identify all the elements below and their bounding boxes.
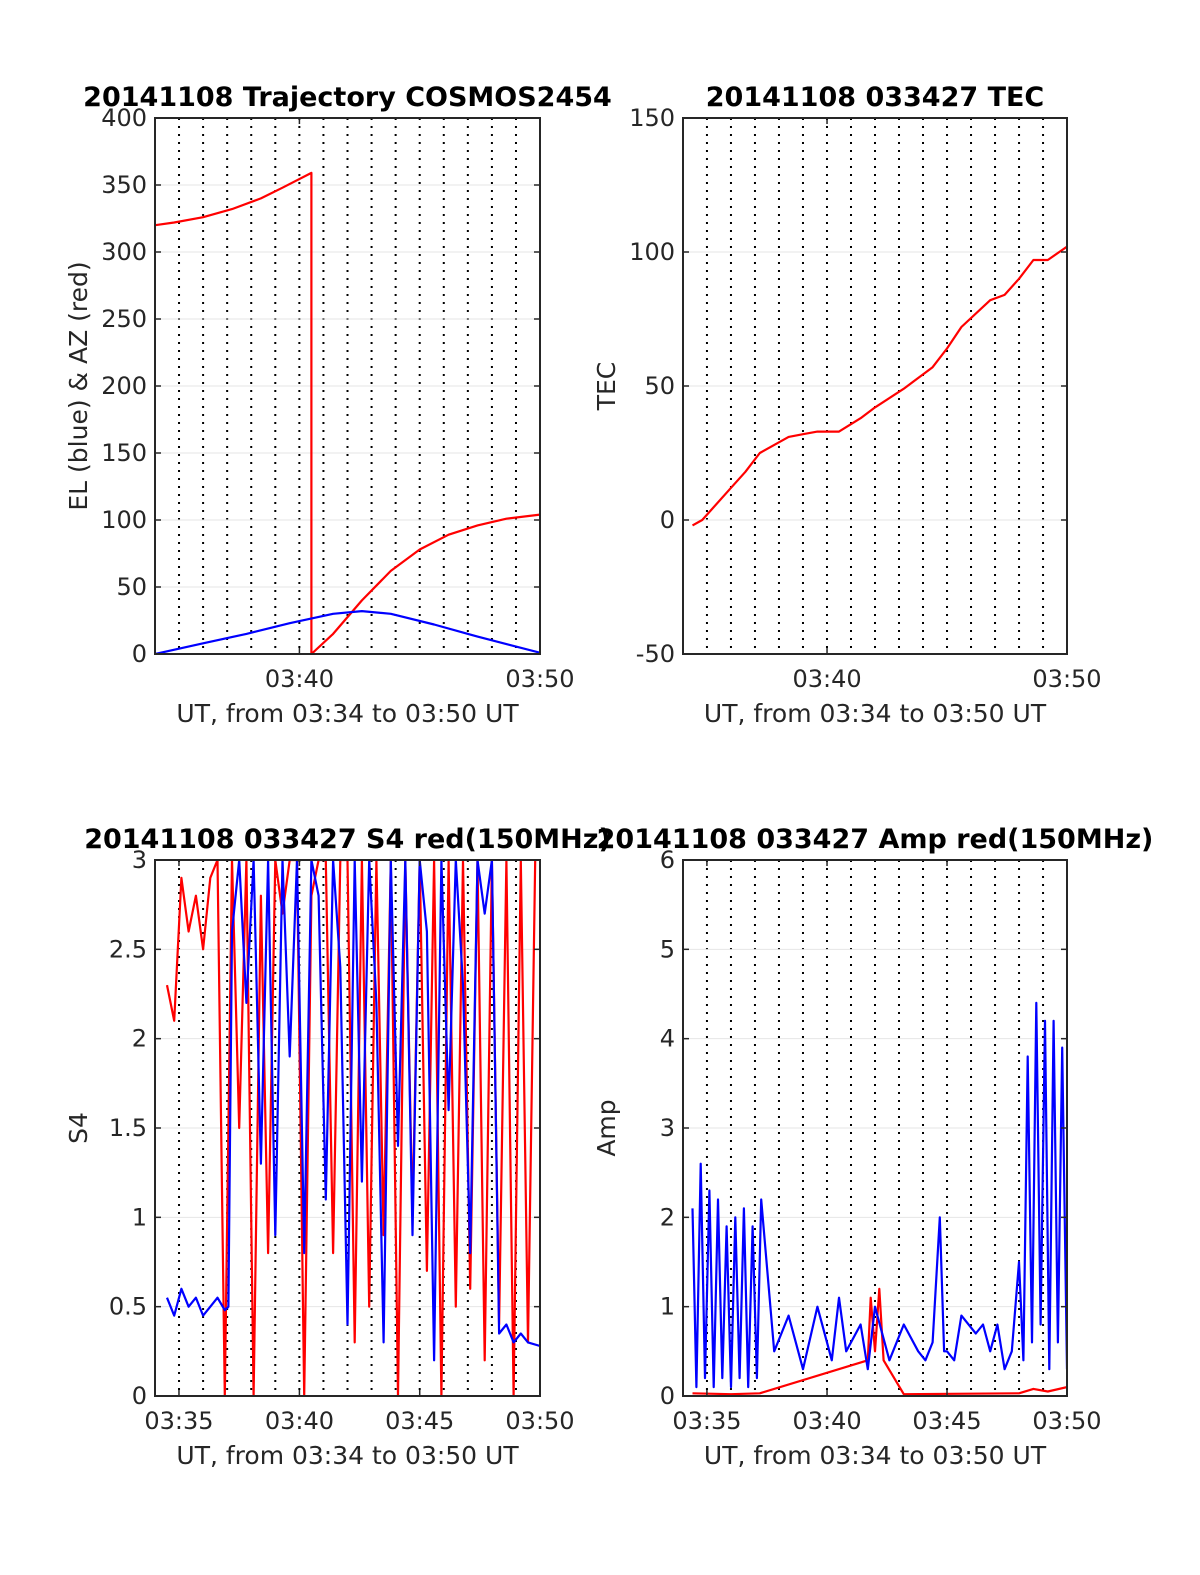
y-axis-label: Amp (592, 1099, 621, 1156)
series-line-1 (155, 171, 540, 654)
x-tick-label: 03:50 (505, 665, 574, 693)
x-tick-label: 03:40 (792, 665, 861, 693)
chart-title: 20141108 033427 TEC (706, 82, 1045, 113)
y-axis-label: EL (blue) & AZ (red) (64, 261, 93, 510)
chart-title: 20141108 Trajectory COSMOS2454 (83, 82, 612, 113)
y-tick-label: 150 (629, 104, 675, 132)
y-tick-label: 150 (101, 439, 147, 467)
y-tick-label: 50 (644, 372, 675, 400)
x-tick-label: 03:40 (792, 1407, 861, 1435)
y-tick-label: 6 (660, 846, 675, 874)
chart-panel-2: -50 0 50 100 150 03:40 03:50 20141108 033427 TE… (592, 82, 1102, 728)
y-tick-label: 1.5 (109, 1114, 147, 1142)
chart-title: 20141108 033427 Amp red(150MHz) (597, 824, 1154, 855)
y-tick-label: 400 (101, 104, 147, 132)
y-axis-label: S4 (64, 1112, 93, 1144)
y-tick-label: 2.5 (109, 935, 147, 963)
y-tick-label: 200 (101, 372, 147, 400)
y-tick-label: 3 (660, 1114, 675, 1142)
y-tick-label: 4 (660, 1025, 675, 1053)
y-tick-label: 0 (660, 1382, 675, 1410)
y-tick-label: 2 (660, 1203, 675, 1231)
y-tick-label: 0 (132, 640, 147, 668)
x-axis-label: UT, from 03:34 to 03:50 UT (704, 1441, 1047, 1470)
y-tick-label: 1 (660, 1293, 675, 1321)
y-tick-label: 50 (116, 573, 147, 601)
x-tick-label: 03:45 (912, 1407, 981, 1435)
series-line-1 (692, 1287, 1067, 1396)
x-tick-label: 03:50 (1032, 665, 1101, 693)
y-tick-label: 5 (660, 935, 675, 963)
x-axis-label: UT, from 03:34 to 03:50 UT (704, 699, 1047, 728)
chart-panel-3: 0 0.5 1 1.5 2 2.5 3 03:35 03:40 03:45 03:50 2014110… (64, 824, 611, 1470)
series-line-2 (691, 1001, 1067, 1389)
y-tick-label: 100 (101, 506, 147, 534)
x-axis-label: UT, from 03:34 to 03:50 UT (176, 1441, 519, 1470)
y-tick-label: 0 (132, 1382, 147, 1410)
chart-title: 20141108 033427 S4 red(150MHz) (84, 824, 611, 855)
y-tick-label: 1 (132, 1203, 147, 1231)
series-line-2 (155, 609, 540, 654)
y-tick-label: 3 (132, 846, 147, 874)
y-tick-label: 2 (132, 1025, 147, 1053)
series-line-2 (165, 860, 540, 1362)
x-tick-label: 03:40 (265, 665, 334, 693)
x-tick-label: 03:50 (505, 1407, 574, 1435)
y-tick-label: 300 (101, 238, 147, 266)
y-axis-label: TEC (592, 362, 621, 412)
x-tick-label: 03:35 (672, 1407, 741, 1435)
y-tick-label: -50 (636, 640, 675, 668)
x-tick-label: 03:35 (144, 1407, 213, 1435)
chart-panel-4: 0 1 2 3 4 5 6 03:35 03:40 03:45 03:50 20141108 0334… (592, 824, 1153, 1470)
y-tick-label: 0.5 (109, 1293, 147, 1321)
x-tick-label: 03:45 (385, 1407, 454, 1435)
x-tick-label: 03:40 (265, 1407, 334, 1435)
y-tick-label: 100 (629, 238, 675, 266)
y-tick-label: 0 (660, 506, 675, 534)
series-line-1 (691, 245, 1067, 527)
y-tick-label: 250 (101, 305, 147, 333)
x-axis-label: UT, from 03:34 to 03:50 UT (176, 699, 519, 728)
y-tick-label: 350 (101, 171, 147, 199)
chart-panel-1: 0 50 100 150 200 250 300 350 400 03:40 03:50 201411… (64, 82, 612, 728)
x-tick-label: 03:50 (1032, 1407, 1101, 1435)
